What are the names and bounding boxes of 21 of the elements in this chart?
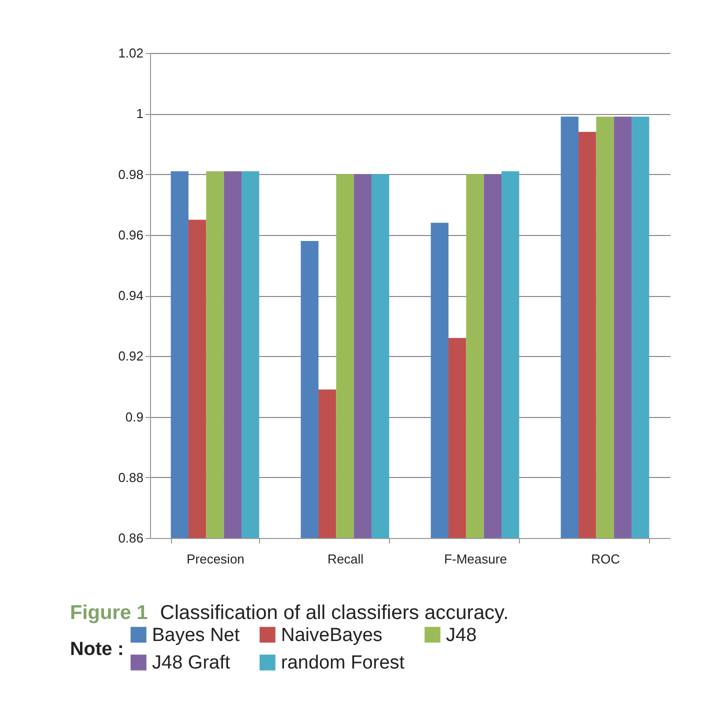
y-tick-label: 0.9 [125,409,144,424]
legend-label: J48 Graft [152,652,231,674]
y-tick-label: 0.98 [118,166,144,182]
x-tick-label: Recall [327,552,364,566]
legend-label: Bayes Net [152,624,240,646]
y-tick-label: 0.86 [118,530,144,546]
legend-label: NaiveBayes [281,624,382,646]
x-tick-label: ROC [591,552,620,566]
x-tick-label: Precesion [186,552,244,566]
y-tick-label: 0.96 [118,227,144,242]
legend-label: J48 [446,624,477,646]
x-tick-label: F-Measure [444,552,507,566]
text: Classification of all classifiers accuracy. [160,602,509,624]
y-tick-label: 1 [136,106,144,122]
text: Figure 1 [70,602,148,624]
y-tick-label: 0.92 [118,348,144,364]
y-tick-label: 1.02 [118,46,144,60]
legend-title: Note : [70,639,124,660]
y-tick-label: 0.88 [118,470,144,485]
y-tick-label: 0.94 [118,288,144,303]
legend-label: random Forest [281,652,406,674]
